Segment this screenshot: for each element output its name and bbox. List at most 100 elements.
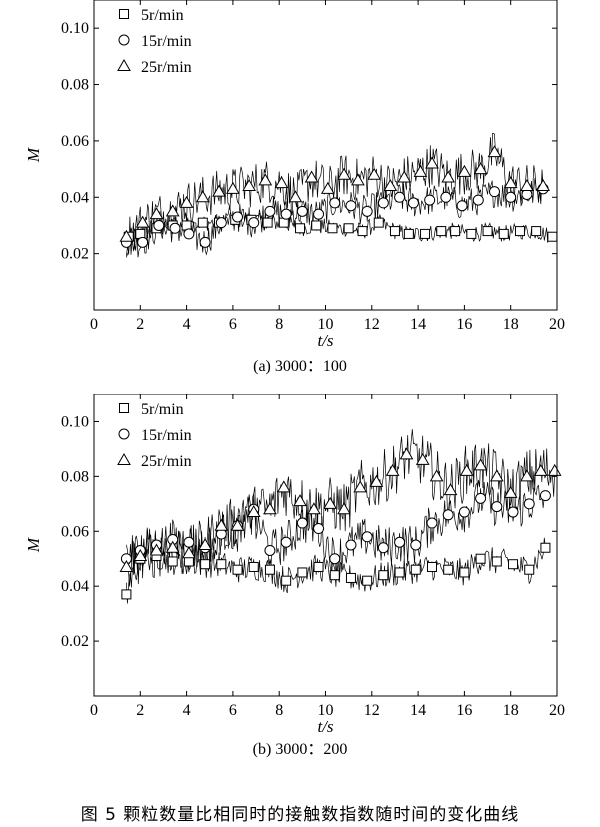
chart-b-x-tick-label: 4: [183, 702, 191, 719]
chart-b-data-point: [263, 502, 277, 515]
chart-b-data-point: [246, 505, 261, 518]
chart-b-data-point: [133, 548, 148, 561]
chart-b-data-point: [214, 518, 229, 531]
chart-b-legend-label: 15r/min: [141, 427, 192, 444]
chart-b-x-tick-label: 16: [456, 702, 472, 719]
chart-b-series-markers-triangle: [119, 447, 562, 572]
chart-b-data-point: [167, 556, 178, 567]
chart-a-data-point: [311, 220, 322, 231]
chart-b-x-tick-label: 2: [136, 702, 144, 719]
chart-b-data-point: [429, 469, 444, 482]
chart-b-data-point: [547, 463, 562, 476]
chart-a-x-axis-label: t/s: [317, 331, 333, 350]
chart-a-data-point: [179, 195, 194, 208]
chart-a-data-point: [488, 186, 500, 198]
chart-a-data-point: [262, 217, 273, 228]
chart-a-data-point: [520, 178, 534, 191]
chart-a-data-point: [456, 200, 468, 212]
chart-a-x-tick-label: 0: [90, 316, 98, 333]
chart-a-data-point: [413, 164, 428, 177]
chart-b-x-tick-label: 6: [229, 702, 237, 719]
chart-a-x-tick-label: 20: [549, 316, 565, 333]
chart-a-data-point: [457, 164, 472, 177]
chart-a-legend-label: 25r/min: [141, 59, 192, 76]
chart-b-data-point: [232, 564, 243, 575]
chart-b-x-tick-label: 18: [503, 702, 519, 719]
chart-b-data-point: [459, 463, 474, 476]
chart-a-data-point: [389, 226, 400, 237]
chart-b-data-point: [329, 553, 341, 565]
chart-a: 0 2 4 6 8 10 12 14 16 18 20 0.02 0.04 0.06 0.08 0.10 t/s…: [24, 0, 565, 350]
chart-a-data-point: [242, 178, 256, 191]
chart-a-legend-label: 5r/min: [141, 7, 184, 24]
chart-a-data-point: [119, 229, 134, 242]
chart-a-x-tick-label: 6: [229, 316, 237, 333]
chart-b-data-point: [297, 567, 308, 578]
chart-b: 0 2 4 6 8 10 12 14 16 18 20 0.02 0.04 0.06 0.08 0.10 t/s…: [24, 394, 565, 734]
chart-b-data-point: [385, 463, 400, 476]
chart-b-data-point: [426, 561, 437, 572]
chart-a-data-point: [199, 236, 211, 248]
chart-b-data-point: [520, 469, 534, 482]
chart-a-data-point: [280, 208, 292, 220]
chart-b-caption: (b) 3000：200: [252, 741, 348, 758]
chart-b-y-tick-label: 0.10: [61, 413, 89, 430]
chart-b-data-point: [280, 536, 292, 548]
chart-a-x-tick-label: 12: [364, 316, 380, 333]
chart-a-data-point: [264, 205, 276, 217]
chart-b-data-point: [443, 564, 454, 575]
chart-b-data-point: [293, 494, 307, 507]
chart-a-x-tick-label: 2: [136, 316, 144, 333]
chart-b-data-point: [523, 498, 535, 510]
chart-b-data-point: [378, 570, 389, 581]
chart-a-data-point: [377, 197, 389, 209]
chart-b-data-point: [458, 506, 470, 518]
chart-b-data-point: [533, 463, 548, 476]
chart-a-data-point: [394, 191, 406, 203]
chart-a-data-point: [361, 205, 373, 217]
chart-b-data-point: [473, 458, 488, 471]
chart-b-data-point: [119, 559, 134, 572]
chart-b-data-point: [345, 572, 356, 583]
chart-b-data-point: [198, 537, 212, 550]
chart-a-data-point: [403, 228, 414, 239]
chart-b-data-point: [313, 523, 325, 535]
chart-b-data-point: [337, 502, 351, 515]
chart-b-x-tick-label: 0: [90, 702, 98, 719]
chart-b-data-point: [345, 539, 357, 551]
chart-a-data-point: [313, 208, 325, 220]
chart-a-data-point: [531, 226, 542, 237]
chart-b-data-point: [475, 492, 487, 504]
chart-a-data-point: [232, 211, 244, 223]
chart-b-legend-marker-square: [119, 403, 129, 413]
chart-a-data-point: [295, 223, 306, 234]
chart-b-data-point: [507, 506, 519, 518]
chart-b-data-point: [216, 559, 227, 570]
chart-a-data-point: [327, 223, 338, 234]
chart-b-data-point: [165, 540, 180, 553]
chart-b-data-point: [399, 447, 414, 460]
chart-b-y-tick-label: 0.06: [61, 523, 89, 540]
chart-b-data-point: [524, 564, 535, 575]
chart-b-data-point: [276, 480, 291, 493]
chart-a-data-point: [450, 226, 461, 237]
chart-a-data-point: [195, 190, 210, 203]
chart-a-data-point: [153, 219, 165, 231]
chart-a-data-point: [197, 217, 208, 228]
chart-b-x-tick-label: 10: [318, 702, 334, 719]
chart-a-data-point: [466, 228, 477, 239]
chart-a-x-tick-label: 14: [410, 316, 426, 333]
chart-a-data-point: [337, 167, 351, 180]
chart-a-data-point: [373, 217, 384, 228]
chart-a-data-point: [436, 226, 447, 237]
chart-b-data-point: [426, 517, 438, 529]
chart-b-legend-label: 25r/min: [141, 453, 192, 470]
chart-b-data-point: [459, 567, 470, 578]
figure-caption: 图 5 颗粒数量比相同时的接触数指数随时间的变化曲线: [80, 805, 520, 825]
chart-a-data-point: [288, 190, 303, 203]
chart-a-data-point: [329, 197, 341, 209]
chart-a-data-point: [274, 176, 289, 189]
chart-b-data-point: [353, 480, 368, 493]
chart-a-data-point: [420, 228, 431, 239]
chart-b-series-line-square: [126, 537, 546, 604]
